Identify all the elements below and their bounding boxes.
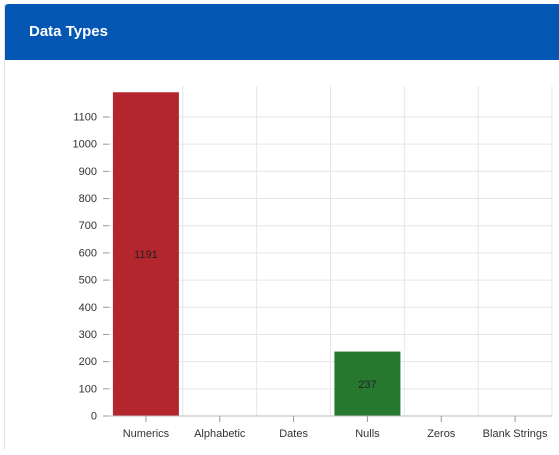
x-tick-label: Numerics [123,428,170,440]
grid-lines [109,86,553,416]
y-tick-label: 1000 [73,139,97,151]
x-tick-label: Blank Strings [483,428,548,440]
y-tick-label: 0 [91,411,97,423]
x-tick-label: Nulls [355,428,380,440]
y-tick-label: 800 [79,193,97,205]
bar-nulls[interactable] [334,351,401,416]
x-axis: Numerics Alphabetic Dates Nulls Zeros Blank S… [109,415,552,440]
y-axis: 0 100 200 300 400 500 600 700 800 900 1000 1100 [73,112,109,423]
y-tick-label: 100 [79,383,97,395]
y-tick-label: 500 [79,275,97,287]
y-tick-label: 300 [79,329,97,341]
y-tick-label: 400 [79,302,97,314]
card-title: Data Types [29,23,108,40]
x-tick-label: Zeros [427,428,456,440]
y-tick-label: 1100 [73,112,97,124]
card-header: Data Types [5,4,559,60]
x-tick-label: Dates [279,428,308,440]
x-tick-label: Alphabetic [194,428,246,440]
data-types-card: Data Types [4,4,559,450]
y-tick-label: 200 [79,356,97,368]
data-label: 1191 [134,249,158,261]
bar-numerics[interactable] [112,92,179,417]
y-tick-label: 700 [79,220,97,232]
data-labels: 1191 237 [134,249,377,391]
y-tick-label: 900 [79,166,97,178]
y-tick-label: 600 [79,247,97,259]
bars [112,92,401,417]
data-label: 237 [358,379,376,391]
